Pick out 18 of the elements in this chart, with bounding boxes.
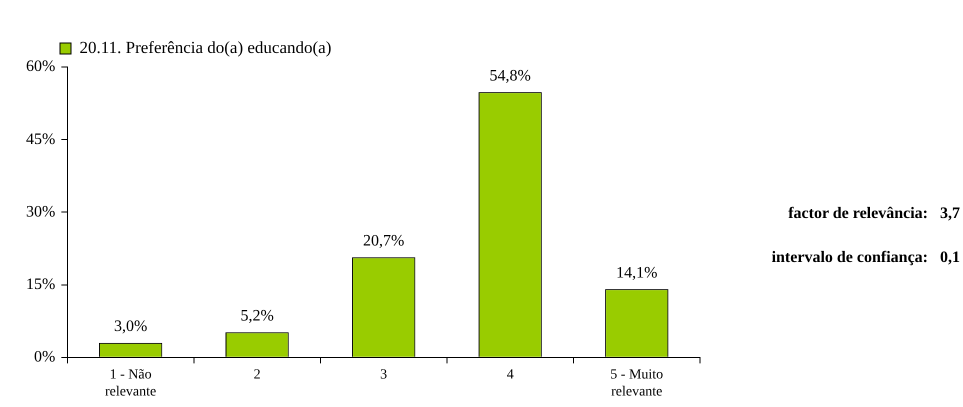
x-tick-label: 3	[380, 367, 388, 382]
text: intervalo de confiança: 0,1	[770, 249, 960, 267]
data-label: 3,0%	[114, 318, 148, 336]
y-tick-label: 0%	[34, 348, 56, 366]
y-tick-label: 30%	[26, 203, 56, 220]
y-tick-label: 45%	[26, 130, 56, 148]
data-label: 5,2%	[240, 307, 274, 324]
x-tick-label: 5 - Muito relevante	[610, 367, 664, 400]
data-label: 54,8%	[490, 67, 531, 84]
x-tick-label: 4	[506, 367, 514, 382]
data-label: 14,1%	[616, 264, 658, 282]
text: factor de relevância: 3,7	[787, 205, 960, 223]
data-label: 20,7%	[363, 232, 404, 250]
x-tick-label: 2	[254, 367, 261, 382]
legend-label: 20.11. Preferência do(a) educando(a)	[80, 38, 332, 57]
y-tick-label: 60%	[26, 58, 56, 76]
y-tick-label: 15%	[26, 276, 56, 294]
x-tick-label: 1 - Não relevante	[104, 367, 156, 400]
